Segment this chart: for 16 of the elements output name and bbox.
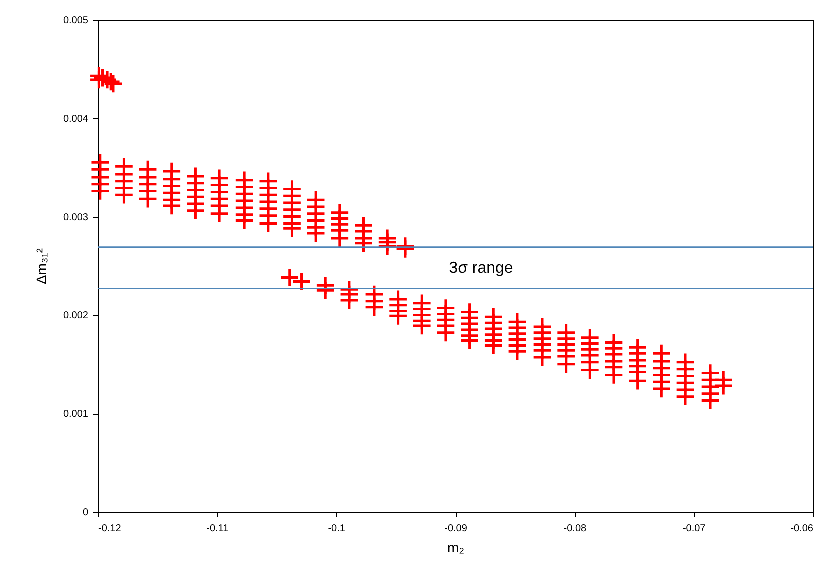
y-tick-label: 0.003 bbox=[63, 212, 89, 224]
annotation: 3σ range bbox=[449, 260, 514, 277]
y-tick-label: 0 bbox=[82, 508, 89, 518]
x-tick-label: -0.09 bbox=[444, 524, 468, 534]
y-tick-label: 0.004 bbox=[63, 114, 89, 125]
y-tick-label: 0.002 bbox=[63, 310, 89, 322]
x-tick-label: -0.06 bbox=[790, 524, 814, 534]
y-tick-label: 0.001 bbox=[63, 409, 89, 420]
x-tick-label: -0.07 bbox=[682, 524, 706, 534]
x-tick-label: -0.11 bbox=[206, 524, 230, 534]
x-tick-label: -0.12 bbox=[98, 524, 122, 534]
y-axis-title: Δm₃₁² bbox=[33, 248, 50, 285]
y-tick-label: 0.005 bbox=[63, 16, 89, 26]
x-tick-label: -0.08 bbox=[564, 524, 587, 534]
x-axis-title: m₂ bbox=[447, 540, 465, 556]
x-tick-label: -0.1 bbox=[328, 524, 346, 534]
